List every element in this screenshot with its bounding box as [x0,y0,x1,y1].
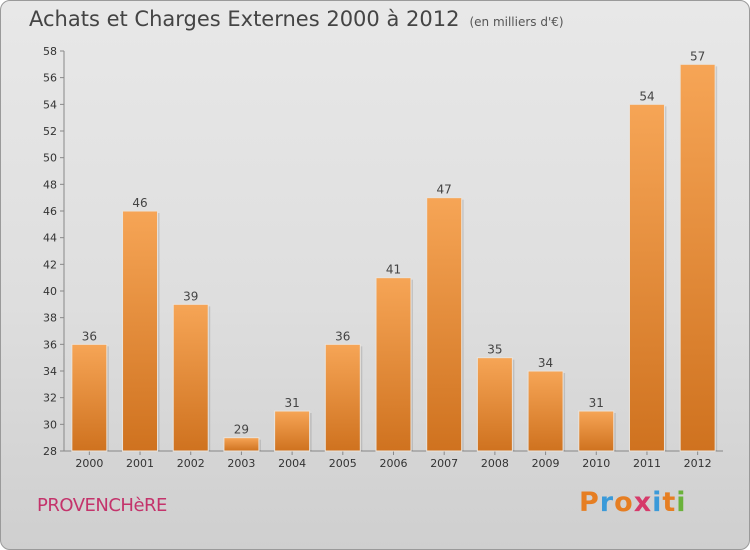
bar [578,410,615,452]
bar [527,370,564,452]
bar [426,197,463,452]
logo-letter: i [652,487,663,518]
bar-value-label: 41 [386,263,401,277]
x-tick-label: 2012 [684,457,712,470]
chart-bars [71,63,718,452]
bar-value-label: 36 [82,329,97,343]
x-tick-label: 2004 [278,457,306,470]
logo-letter: x [633,487,653,518]
bar [71,343,108,452]
x-tick-label: 2009 [532,457,560,470]
x-tick-label: 2010 [582,457,610,470]
bar [476,357,513,452]
chart-title: Achats et Charges Externes 2000 à 2012 (e… [29,7,564,31]
chart-value-labels: 36 46 39 29 31 36 41 47 35 34 31 54 57 [82,49,706,436]
y-tick-label: 56 [43,72,57,85]
y-tick-label: 44 [43,232,57,245]
bar [274,410,311,452]
bar-value-label: 34 [538,356,553,370]
x-tick-label: 2008 [481,457,509,470]
bar [223,437,260,452]
y-tick-label: 54 [43,98,57,111]
logo-letter: r [599,487,615,518]
y-tick-label: 34 [43,365,57,378]
y-tick-label: 30 [43,418,57,431]
x-tick-label: 2001 [126,457,154,470]
bar [679,63,716,452]
y-tick-label: 50 [43,152,57,165]
chart-axes: 28 30 32 34 36 38 40 42 44 46 48 50 52 54 56 58 2000 2001… [43,45,723,470]
chart-subtitle: (en milliers d'€) [469,15,564,29]
bar-value-label: 39 [183,289,198,303]
y-tick-label: 48 [43,178,57,191]
bar [628,103,665,452]
bar-value-label: 36 [335,329,350,343]
y-tick-label: 58 [43,45,57,58]
bar [324,343,361,452]
bar-value-label: 54 [639,89,654,103]
commune-name: PROVENCHèRE [37,495,167,516]
y-tick-label: 36 [43,338,57,351]
bar [122,210,159,452]
y-tick-label: 42 [43,258,57,271]
logo-letter: i [676,487,687,518]
x-tick-label: 2000 [75,457,103,470]
logo-letter: P [579,487,600,518]
y-tick-label: 38 [43,312,57,325]
logo-letter: t [662,487,677,518]
y-tick-label: 32 [43,392,57,405]
y-tick-label: 40 [43,285,57,298]
x-tick-label: 2006 [380,457,408,470]
bar-value-label: 31 [284,396,299,410]
bar-value-label: 46 [132,196,147,210]
bar-value-label: 31 [589,396,604,410]
proxiti-logo: Proxiti [579,487,687,518]
x-tick-label: 2011 [633,457,661,470]
x-tick-label: 2002 [177,457,205,470]
x-tick-label: 2003 [227,457,255,470]
bar [172,303,209,452]
bar-value-label: 29 [234,423,249,437]
y-tick-label: 52 [43,125,57,138]
bar-value-label: 57 [690,49,705,63]
x-tick-label: 2007 [430,457,458,470]
bar [375,277,412,452]
chart-title-text: Achats et Charges Externes 2000 à 2012 [29,7,460,31]
logo-letter: o [614,487,634,518]
y-tick-label: 28 [43,445,57,458]
x-tick-label: 2005 [329,457,357,470]
bar-value-label: 47 [437,183,452,197]
y-tick-label: 46 [43,205,57,218]
bar-value-label: 35 [487,343,502,357]
